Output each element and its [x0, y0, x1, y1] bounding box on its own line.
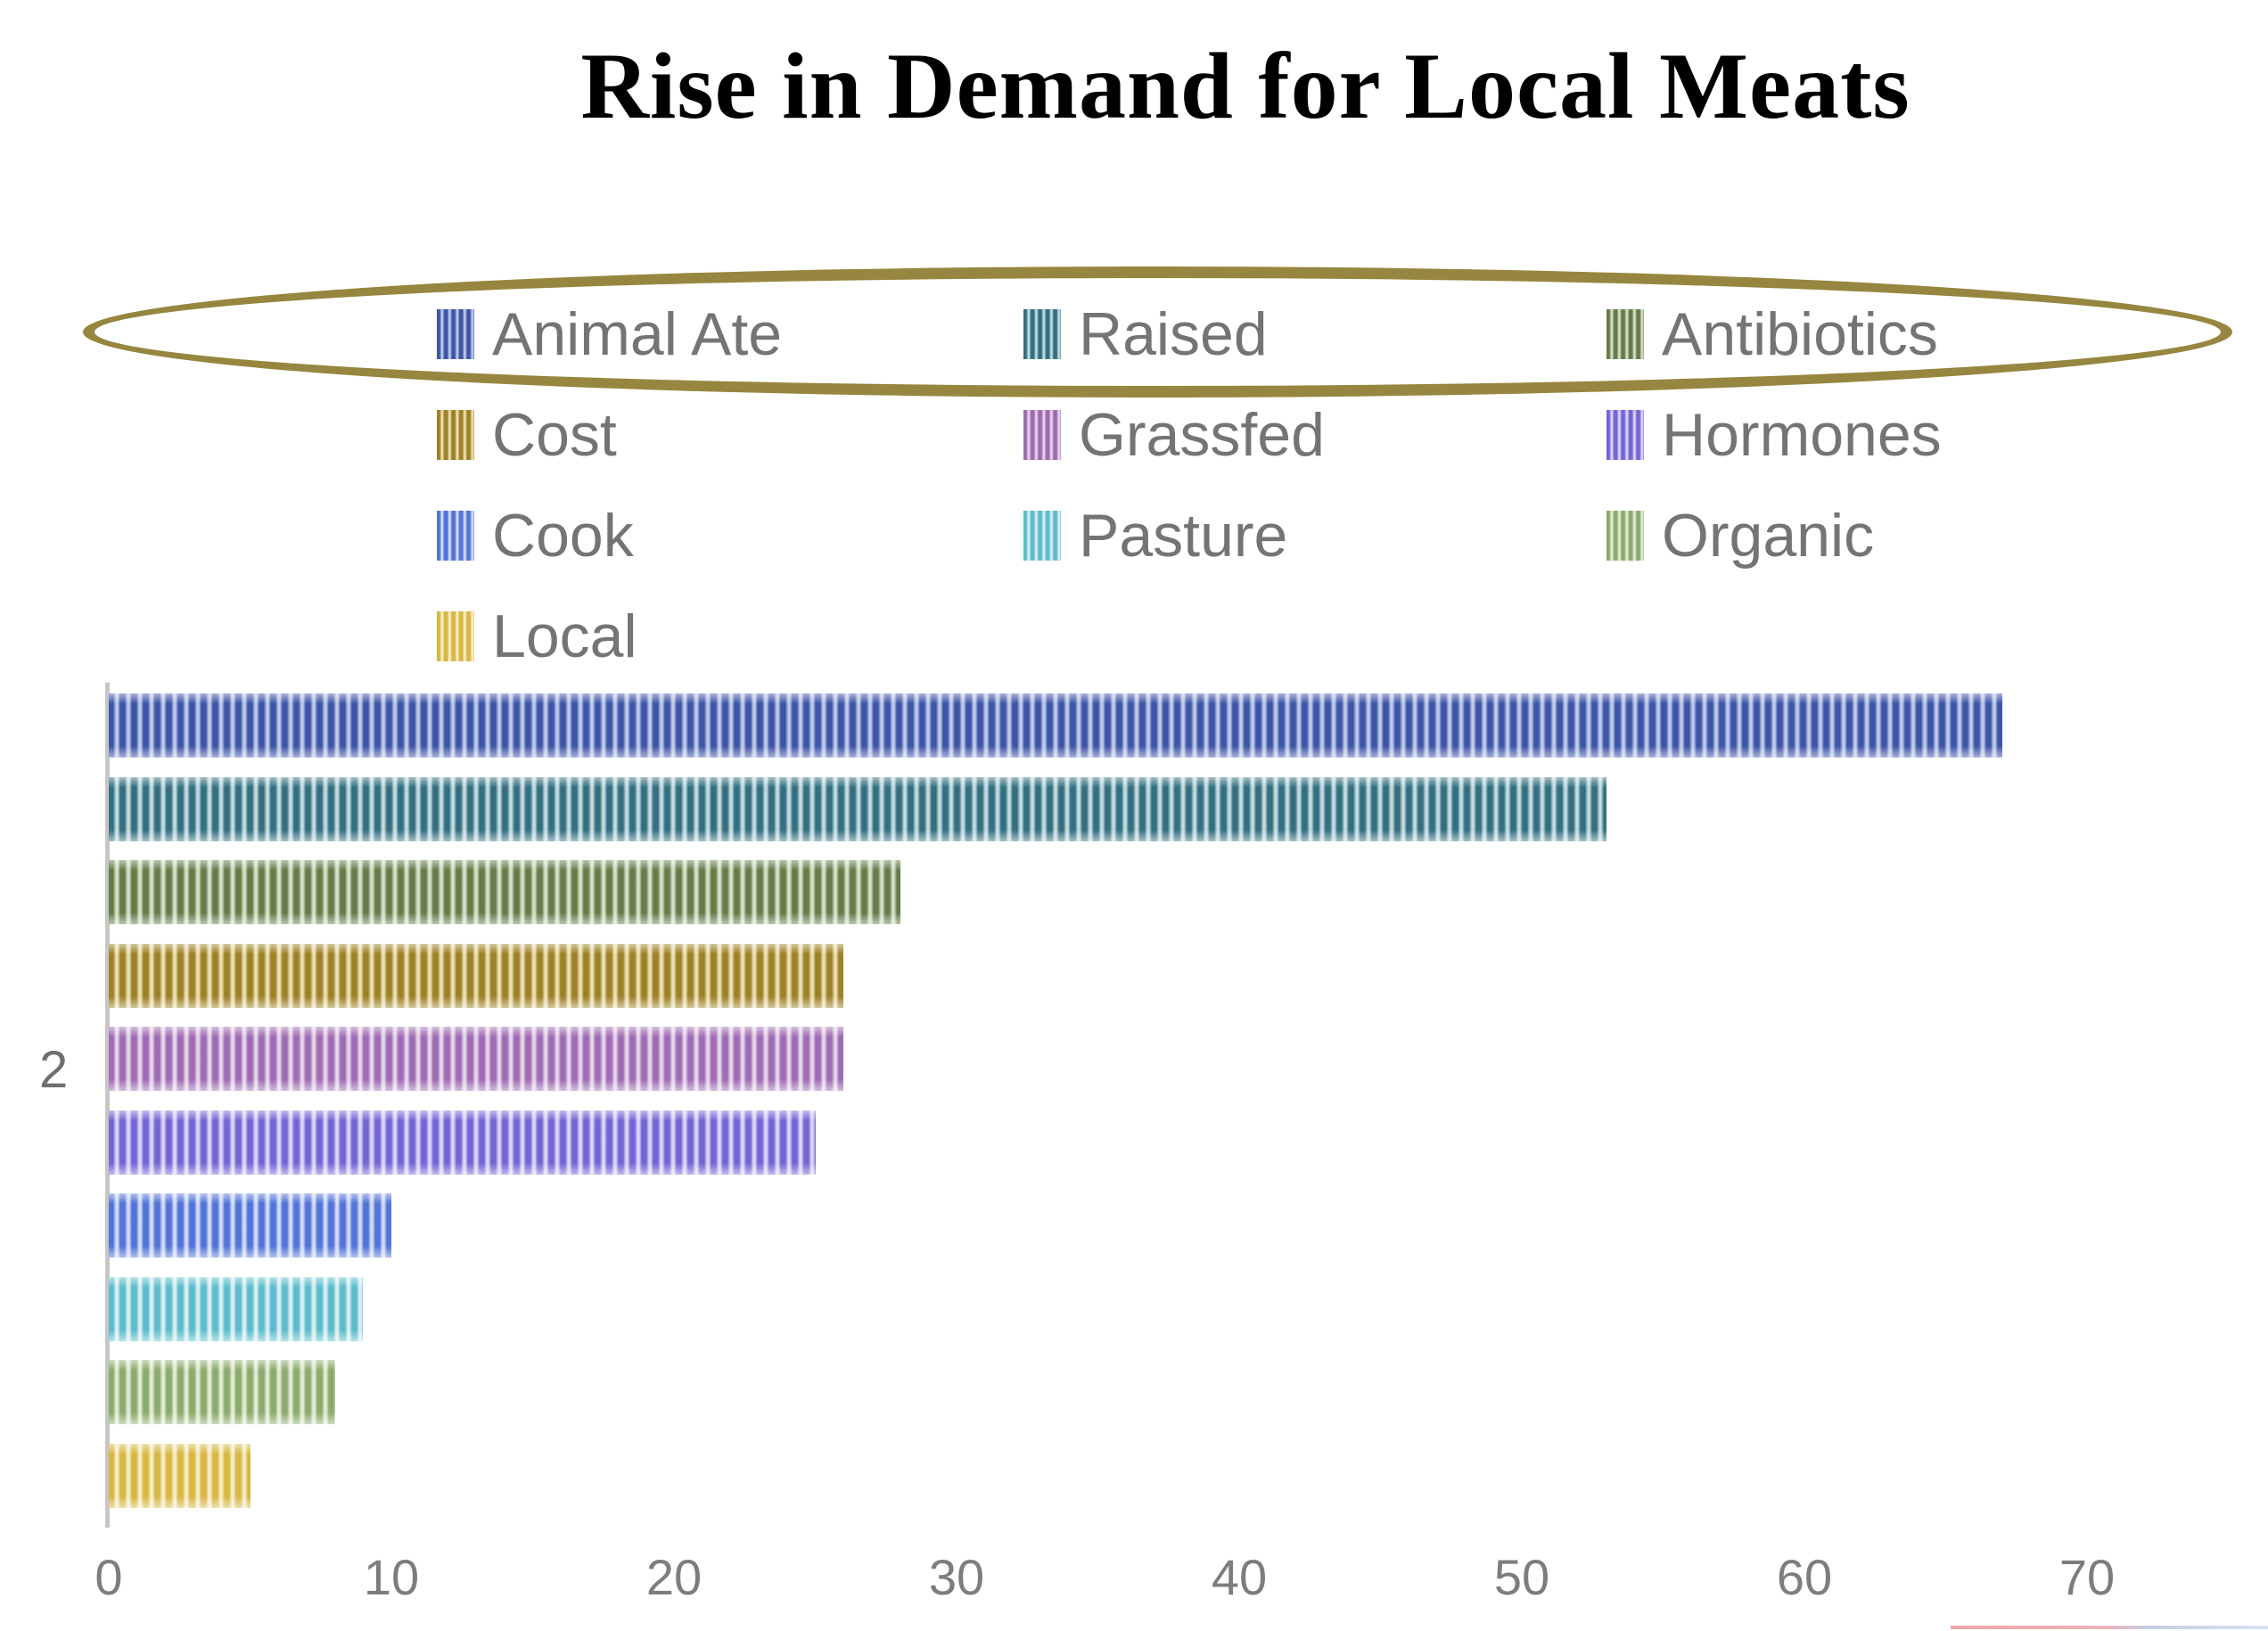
legend-label-pasture: Pasture [1079, 501, 1288, 570]
legend-swatch-pasture [1023, 510, 1061, 561]
x-tick-10: 10 [363, 1549, 420, 1605]
legend-swatch-cook [437, 510, 474, 561]
legend-label-animal-ate: Animal Ate [492, 299, 783, 368]
legend-item-grassfed: Grassfed [1023, 405, 1606, 465]
legend-item-raised: Raised [1023, 304, 1606, 365]
legend-label-raised: Raised [1079, 299, 1268, 368]
legend-label-hormones: Hormones [1662, 400, 1942, 469]
legend-swatch-organic [1606, 510, 1644, 561]
bar-organic [109, 1360, 335, 1424]
bar-animal-ate [109, 693, 2002, 758]
bar-local [109, 1443, 251, 1508]
x-tick-70: 70 [2058, 1549, 2116, 1605]
x-tick-0: 0 [94, 1549, 123, 1605]
legend-label-local: Local [492, 602, 637, 670]
legend-label-cost: Cost [492, 400, 617, 469]
legend-label-organic: Organic [1662, 501, 1875, 570]
legend-item-hormones: Hormones [1606, 405, 1942, 465]
legend-label-grassfed: Grassfed [1079, 400, 1325, 469]
bar-plot-area [109, 686, 2248, 1520]
legend-swatch-cost [437, 409, 474, 460]
legend-item-organic: Organic [1606, 505, 1942, 566]
legend-swatch-local [437, 611, 474, 661]
legend-item-pasture: Pasture [1023, 505, 1606, 566]
bar-raised [109, 776, 1606, 841]
legend-item-antibiotics: Antibiotics [1606, 304, 1942, 365]
legend-item-local: Local [437, 606, 1023, 667]
x-tick-40: 40 [1211, 1549, 1268, 1605]
x-tick-20: 20 [645, 1549, 703, 1605]
legend-item-cost: Cost [437, 405, 1023, 465]
legend-swatch-hormones [1606, 409, 1644, 460]
bar-pasture [109, 1276, 363, 1341]
legend-swatch-animal-ate [437, 308, 474, 359]
x-axis-ticks: 0 10 20 30 40 50 60 70 [0, 1553, 2268, 1615]
bar-hormones [109, 1110, 816, 1175]
legend-label-antibiotics: Antibiotics [1662, 299, 1938, 368]
legend-swatch-raised [1023, 308, 1061, 359]
bar-grassfed [109, 1027, 843, 1091]
legend-swatch-antibiotics [1606, 308, 1644, 359]
cropped-element-edge [1951, 1626, 2268, 1629]
bar-cook [109, 1193, 391, 1258]
legend-swatch-grassfed [1023, 409, 1061, 460]
legend-label-cook: Cook [492, 501, 634, 570]
legend-item-cook: Cook [437, 505, 1023, 566]
y-axis-tick-label: 2 [39, 1041, 69, 1099]
legend-item-animal-ate: Animal Ate [437, 304, 1023, 365]
x-tick-60: 60 [1776, 1549, 1833, 1605]
chart-title: Rise in Demand for Local Meats [580, 34, 1911, 138]
legend: Animal Ate Raised Antibiotics Cost Grassfed H… [437, 283, 1942, 686]
y-axis-line [105, 683, 110, 1528]
bar-antibiotics [109, 860, 900, 924]
x-tick-50: 50 [1493, 1549, 1550, 1605]
bar-cost [109, 943, 843, 1008]
x-tick-30: 30 [928, 1549, 985, 1605]
